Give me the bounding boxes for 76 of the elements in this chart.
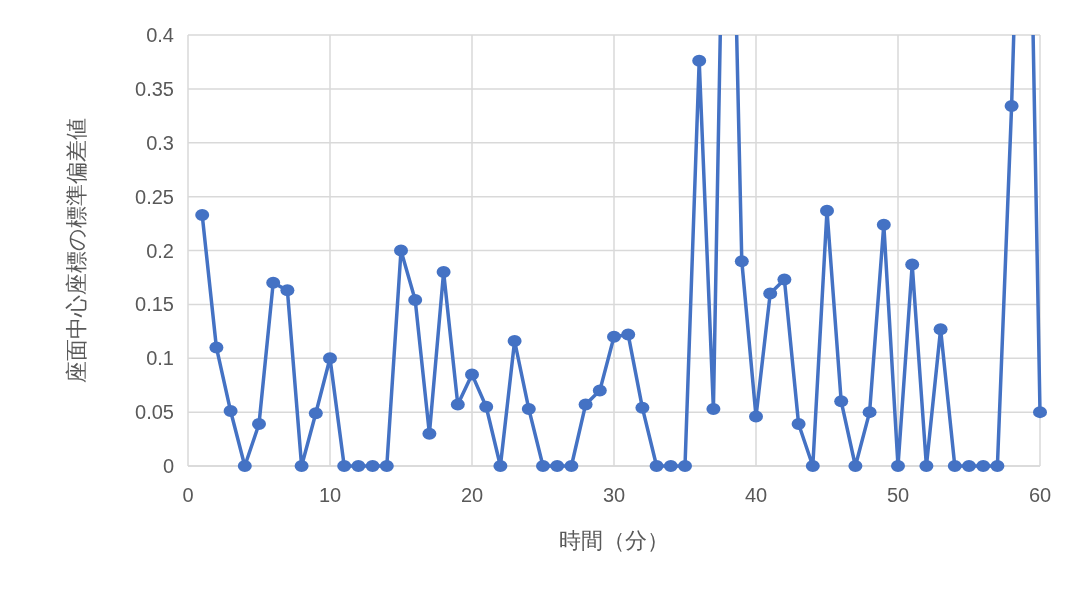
point — [337, 460, 352, 472]
point — [195, 208, 210, 221]
point — [209, 341, 224, 354]
point — [493, 460, 508, 472]
point — [507, 335, 522, 348]
point — [1033, 406, 1047, 419]
y-tick-label: 0.4 — [146, 24, 174, 46]
point — [521, 402, 536, 415]
point — [990, 460, 1005, 472]
y-tick-label: 0.2 — [146, 239, 174, 262]
point — [777, 273, 792, 286]
point — [536, 460, 550, 472]
point — [422, 427, 437, 440]
point — [351, 460, 366, 472]
y-tick-label: 0.05 — [135, 401, 174, 424]
point — [592, 384, 607, 397]
y-tick-label: 0.1 — [146, 347, 174, 370]
point — [621, 328, 636, 341]
x-tick-label: 50 — [886, 484, 910, 506]
point — [791, 417, 806, 430]
point — [848, 460, 863, 472]
x-tick-label: 60 — [1028, 484, 1052, 506]
x-tick-label: 20 — [460, 484, 484, 506]
point — [266, 276, 281, 289]
point — [607, 330, 621, 343]
point — [834, 395, 849, 408]
point — [962, 460, 976, 472]
point — [706, 402, 721, 415]
y-tick-label: 0.25 — [135, 185, 174, 208]
point — [649, 460, 664, 472]
y-tick-label: 0.3 — [146, 131, 174, 154]
point — [450, 398, 465, 411]
point — [905, 258, 920, 271]
point — [663, 460, 678, 472]
point — [479, 400, 494, 413]
point — [323, 352, 337, 365]
x-tick-label: 0 — [182, 484, 194, 506]
point — [805, 460, 820, 472]
point — [564, 460, 579, 472]
y-tick-label: 0 — [162, 455, 174, 477]
point — [465, 368, 479, 381]
point — [294, 460, 309, 472]
point — [308, 407, 323, 420]
point — [237, 460, 252, 472]
point — [820, 204, 834, 217]
point — [763, 287, 778, 300]
point — [919, 460, 934, 472]
point — [891, 460, 905, 472]
point — [394, 244, 408, 257]
point — [365, 460, 380, 472]
point — [436, 266, 451, 279]
point — [933, 323, 948, 336]
point — [280, 284, 295, 297]
point — [976, 460, 991, 472]
x-axis-title: 時間（分） — [559, 528, 669, 553]
point — [550, 460, 565, 472]
point — [223, 405, 238, 418]
point — [734, 255, 749, 268]
point — [749, 410, 763, 423]
point — [678, 460, 692, 472]
point — [862, 406, 877, 419]
x-tick-label: 30 — [602, 484, 626, 506]
y-axis-title: 座面中心座標の標準偏差値 — [64, 118, 89, 383]
point — [578, 398, 593, 411]
y-tick-label: 0.35 — [135, 77, 174, 100]
x-tick-label: 10 — [318, 484, 342, 506]
point — [692, 54, 707, 67]
x-tick-label: 40 — [744, 484, 768, 506]
point — [408, 294, 423, 307]
point — [635, 401, 650, 414]
y-tick-label: 0.15 — [135, 293, 174, 316]
point — [252, 417, 266, 430]
point — [876, 218, 891, 231]
point — [379, 460, 394, 472]
point — [1004, 100, 1019, 113]
point — [947, 460, 962, 472]
